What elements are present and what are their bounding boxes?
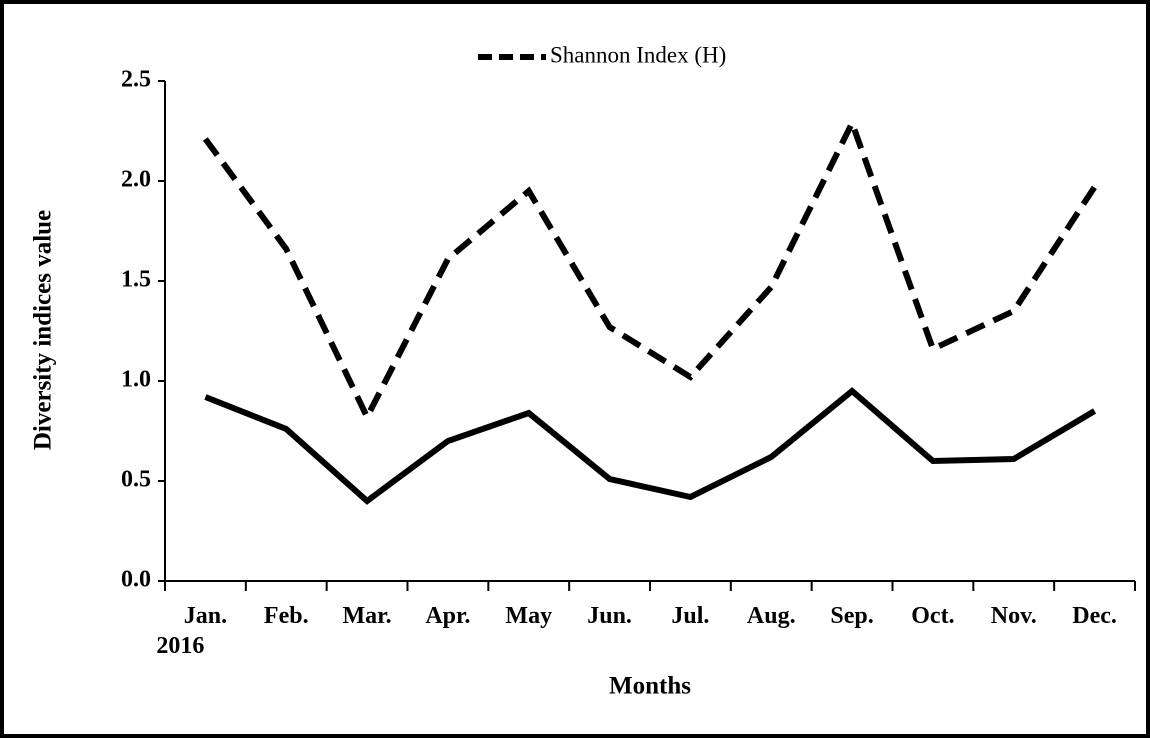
x-tick-label: Aug. [747, 603, 796, 629]
x-tick-label: Jun. [587, 603, 632, 629]
y-tick-label: 2.5 [121, 67, 151, 93]
y-tick-label: 1.0 [121, 367, 151, 393]
x-tick-label: Nov. [991, 603, 1037, 629]
y-tick-label: 1.5 [121, 267, 151, 293]
x-tick-label: Sep. [830, 603, 873, 629]
y-axis-title: Diversity indices value [30, 210, 57, 450]
y-tick-label: 0.5 [121, 467, 151, 493]
x-tick-label: Mar. [343, 603, 392, 629]
x-tick-label: Jul. [671, 603, 709, 629]
legend-label: Shannon Index (H) [550, 42, 726, 67]
x-tick-label: May [505, 603, 552, 629]
x-tick-label: Jan. 2016 [156, 603, 227, 659]
x-tick-label: Dec. [1072, 603, 1117, 629]
y-tick-label: 2.0 [121, 167, 151, 193]
x-tick-label: Oct. [911, 603, 954, 629]
x-tick-label: Feb. [264, 603, 309, 629]
y-tick-label: 0.0 [121, 567, 151, 593]
x-tick-label: Apr. [425, 603, 470, 629]
line-series [204, 387, 1097, 505]
x-axis-title: Months [609, 673, 691, 700]
line-series [202, 115, 1098, 424]
